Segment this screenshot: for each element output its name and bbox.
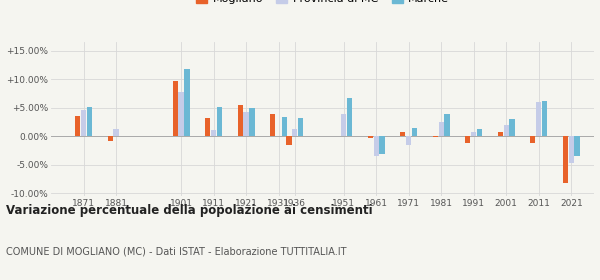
Bar [286, 136, 292, 145]
Bar [298, 118, 304, 136]
Bar [75, 116, 80, 136]
Bar [238, 105, 243, 136]
Bar [406, 136, 411, 145]
Bar [81, 110, 86, 136]
Bar [536, 102, 541, 136]
Bar [292, 129, 298, 136]
Bar [244, 112, 248, 136]
Bar [217, 107, 222, 136]
Bar [270, 115, 275, 136]
Bar [477, 129, 482, 136]
Bar [503, 125, 509, 136]
Bar [439, 122, 444, 136]
Bar [178, 92, 184, 136]
Legend: Mogliano, Provincia di MC, Marche: Mogliano, Provincia di MC, Marche [191, 0, 454, 9]
Text: COMUNE DI MOGLIANO (MC) - Dati ISTAT - Elaborazione TUTTITALIA.IT: COMUNE DI MOGLIANO (MC) - Dati ISTAT - E… [6, 246, 347, 256]
Bar [433, 136, 438, 137]
Bar [412, 128, 417, 136]
Bar [347, 98, 352, 136]
Bar [569, 136, 574, 164]
Bar [471, 132, 476, 136]
Bar [341, 115, 346, 136]
Bar [530, 136, 535, 143]
Bar [445, 114, 449, 136]
Bar [374, 136, 379, 155]
Bar [542, 101, 547, 136]
Bar [498, 132, 503, 136]
Bar [368, 136, 373, 138]
Bar [184, 69, 190, 136]
Bar [87, 107, 92, 136]
Bar [211, 130, 216, 136]
Bar [563, 136, 568, 183]
Bar [379, 136, 385, 154]
Bar [465, 136, 470, 143]
Bar [250, 108, 254, 136]
Text: Variazione percentuale della popolazione ai censimenti: Variazione percentuale della popolazione… [6, 204, 373, 217]
Bar [173, 81, 178, 136]
Bar [400, 132, 406, 136]
Bar [113, 129, 119, 136]
Bar [509, 119, 515, 136]
Bar [107, 136, 113, 141]
Bar [282, 117, 287, 136]
Bar [574, 136, 580, 156]
Bar [205, 118, 211, 136]
